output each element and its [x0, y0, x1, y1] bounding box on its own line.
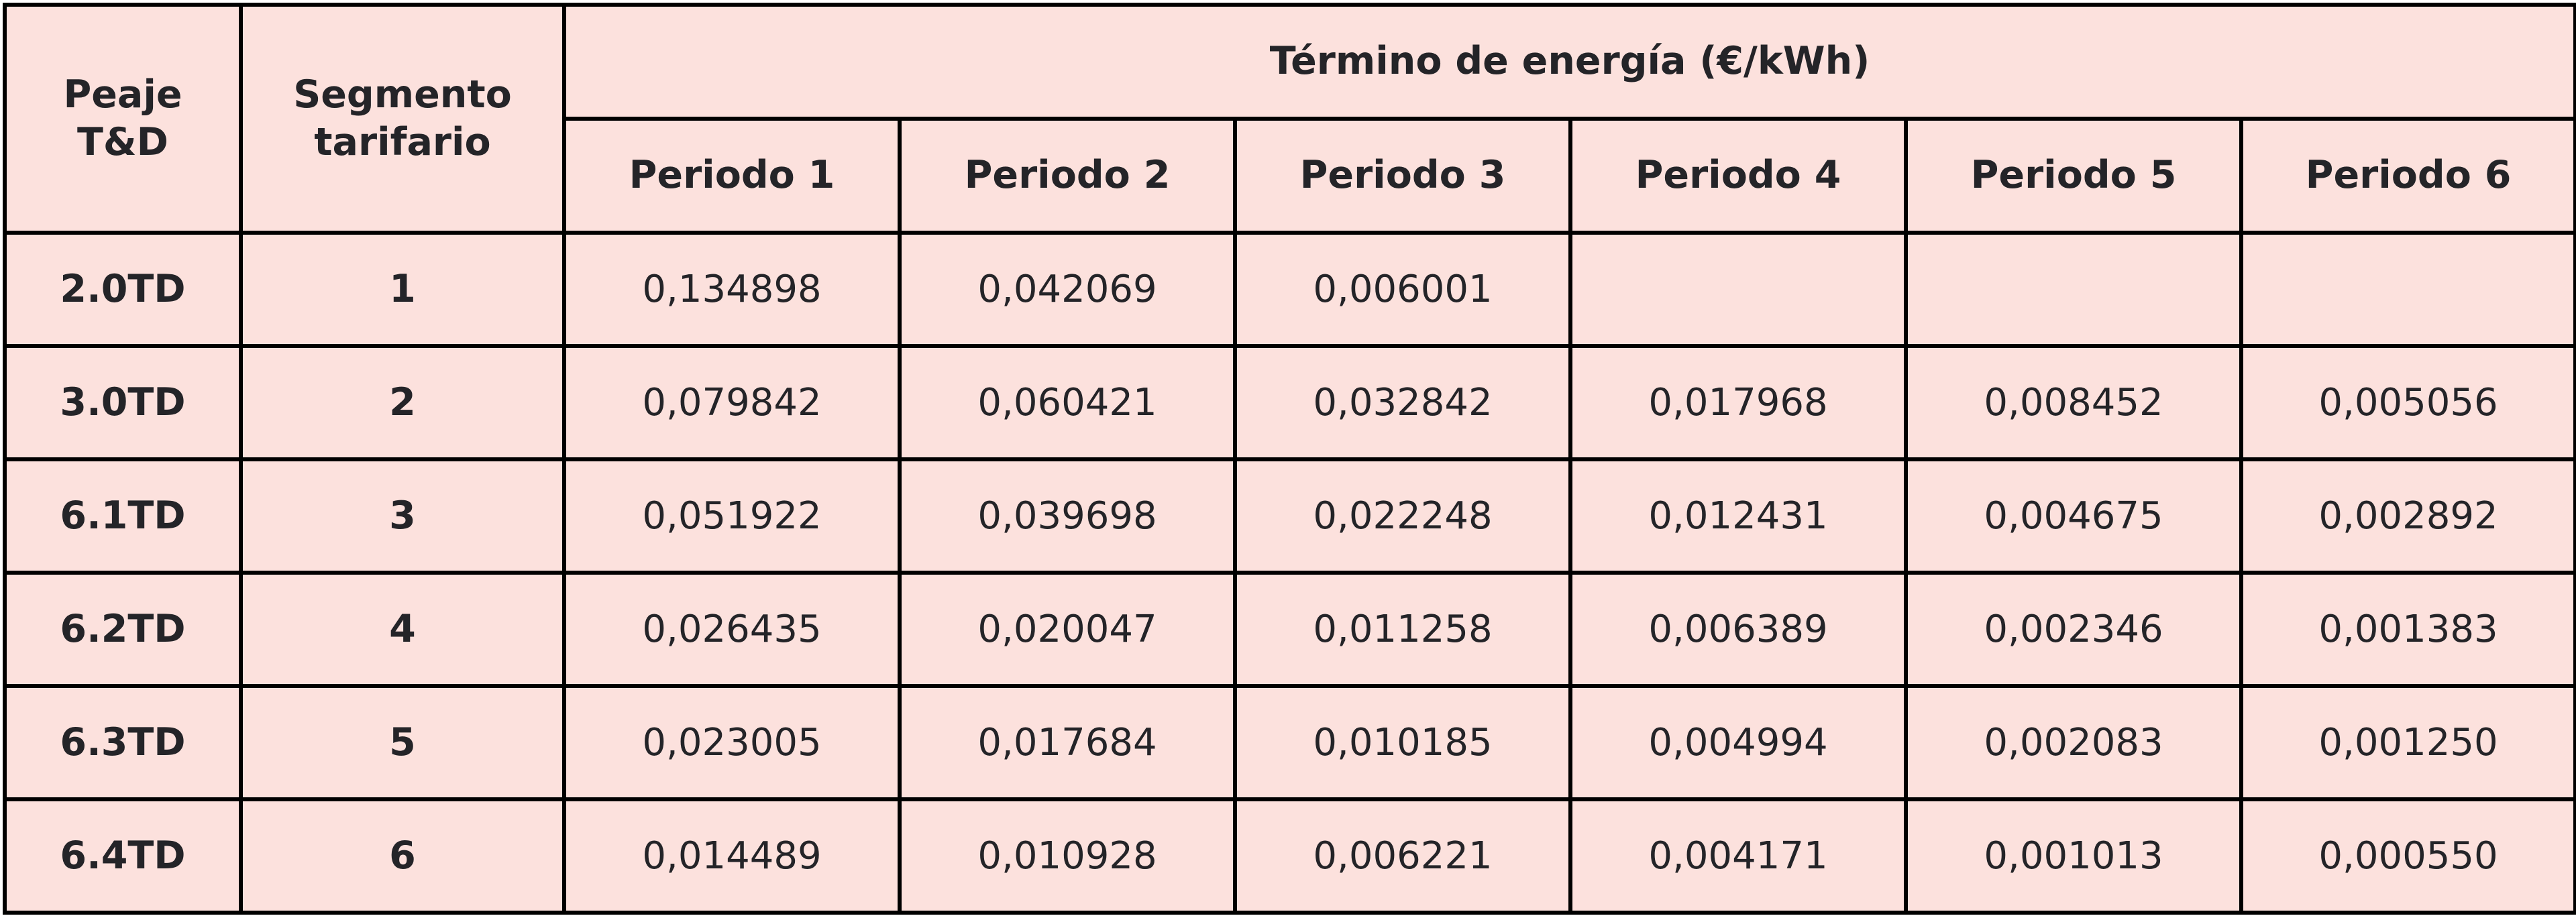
cell-value: 0,004171 — [1568, 797, 1908, 915]
cell-value: 0,134898 — [562, 231, 902, 348]
cell-value: 0,002083 — [1904, 684, 2243, 801]
column-header-peaje-line1: Peaje — [63, 72, 182, 117]
column-header-segmento-line2: tarifario — [314, 120, 491, 164]
cell-value: 0,026435 — [562, 571, 902, 688]
cell-value: 0,000550 — [2239, 797, 2576, 915]
row-header-peaje: 2.0TD — [3, 231, 243, 348]
column-header-periodo-6: Periodo 6 — [2239, 117, 2576, 235]
cell-value: 0,022248 — [1233, 457, 1572, 575]
row-header-peaje: 6.1TD — [3, 457, 243, 575]
row-header-segmento: 1 — [239, 231, 566, 348]
table-row-3-0td: 3.0TD 2 0,079842 0,060421 0,032842 0,017… — [3, 344, 2576, 461]
row-header-peaje: 3.0TD — [3, 344, 243, 461]
row-header-peaje: 6.3TD — [3, 684, 243, 801]
column-header-peaje-line2: T&D — [77, 120, 168, 164]
cell-value: 0,006389 — [1568, 571, 1908, 688]
row-header-segmento: 6 — [239, 797, 566, 915]
cell-value: 0,042069 — [898, 231, 1237, 348]
table-row-6-4td: 6.4TD 6 0,014489 0,010928 0,006221 0,004… — [3, 797, 2576, 915]
energy-term-tariff-table: Peaje T&D Segmento tarifario Término de … — [3, 3, 2576, 915]
cell-value: 0,014489 — [562, 797, 902, 915]
cell-value: 0,001383 — [2239, 571, 2576, 688]
cell-value: 0,010185 — [1233, 684, 1572, 801]
cell-value: 0,004675 — [1904, 457, 2243, 575]
cell-value: 0,001013 — [1904, 797, 2243, 915]
row-header-segmento: 5 — [239, 684, 566, 801]
cell-value: 0,006001 — [1233, 231, 1572, 348]
cell-value-empty — [2239, 231, 2576, 348]
cell-value: 0,011258 — [1233, 571, 1572, 688]
cell-value-empty — [1568, 231, 1908, 348]
cell-value: 0,008452 — [1904, 344, 2243, 461]
group-header-termino-energia: Término de energía (€/kWh) — [561, 3, 2576, 121]
cell-value: 0,012431 — [1568, 457, 1908, 575]
cell-value: 0,005056 — [2239, 344, 2576, 461]
cell-value: 0,079842 — [562, 344, 902, 461]
cell-value: 0,051922 — [562, 457, 902, 575]
row-header-segmento: 4 — [239, 571, 566, 688]
table-row-6-2td: 6.2TD 4 0,026435 0,020047 0,011258 0,006… — [3, 571, 2576, 688]
column-header-peaje-td: Peaje T&D — [3, 3, 243, 235]
table-row-2-0td: 2.0TD 1 0,134898 0,042069 0,006001 — [3, 231, 2576, 348]
table-row-6-1td: 6.1TD 3 0,051922 0,039698 0,022248 0,012… — [3, 457, 2576, 575]
cell-value: 0,017684 — [898, 684, 1237, 801]
cell-value: 0,006221 — [1233, 797, 1572, 915]
cell-value: 0,039698 — [898, 457, 1237, 575]
cell-value: 0,017968 — [1568, 344, 1908, 461]
table-row-6-3td: 6.3TD 5 0,023005 0,017684 0,010185 0,004… — [3, 684, 2576, 801]
cell-value: 0,032842 — [1233, 344, 1572, 461]
cell-value: 0,023005 — [562, 684, 902, 801]
row-header-segmento: 2 — [239, 344, 566, 461]
cell-value: 0,004994 — [1568, 684, 1908, 801]
cell-value: 0,001250 — [2239, 684, 2576, 801]
column-header-periodo-1: Periodo 1 — [562, 117, 902, 235]
row-header-peaje: 6.2TD — [3, 571, 243, 688]
cell-value: 0,002892 — [2239, 457, 2576, 575]
column-header-periodo-4: Periodo 4 — [1568, 117, 1908, 235]
row-header-peaje: 6.4TD — [3, 797, 243, 915]
row-header-segmento: 3 — [239, 457, 566, 575]
cell-value: 0,002346 — [1904, 571, 2243, 688]
column-header-periodo-2: Periodo 2 — [898, 117, 1237, 235]
column-header-periodo-3: Periodo 3 — [1233, 117, 1572, 235]
cell-value: 0,060421 — [898, 344, 1237, 461]
column-header-periodo-5: Periodo 5 — [1904, 117, 2243, 235]
cell-value-empty — [1904, 231, 2243, 348]
cell-value: 0,020047 — [898, 571, 1237, 688]
column-header-segmento-tarifario: Segmento tarifario — [239, 3, 566, 235]
column-header-segmento-line1: Segmento — [293, 72, 512, 117]
cell-value: 0,010928 — [898, 797, 1237, 915]
